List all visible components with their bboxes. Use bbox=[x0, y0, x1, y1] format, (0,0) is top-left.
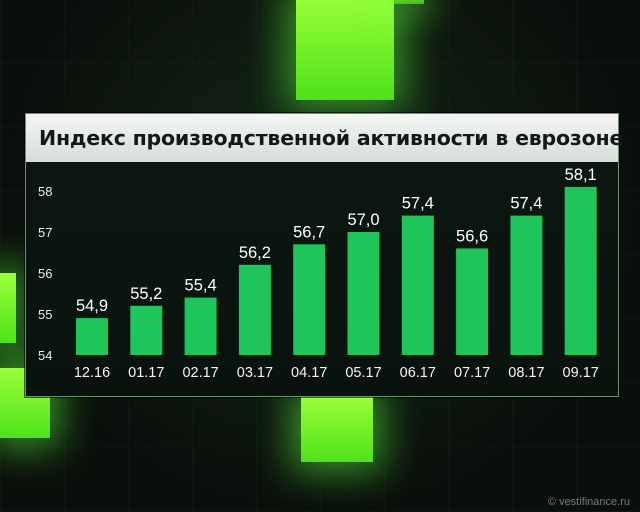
data-label: 58,1 bbox=[565, 166, 597, 184]
x-tick-label: 06.17 bbox=[400, 365, 436, 381]
y-tick-label: 58 bbox=[38, 184, 52, 199]
plot-area: 54 55 56 57 58 54,9 12.16 55,2 01.17 55,4 02.17 56,… bbox=[26, 162, 618, 396]
data-label: 57,4 bbox=[510, 195, 542, 213]
bar bbox=[564, 186, 597, 355]
bar bbox=[130, 305, 163, 355]
data-label: 55,4 bbox=[185, 277, 217, 295]
chart-panel: Индекс производственной активности в евр… bbox=[25, 113, 623, 397]
bar bbox=[510, 215, 543, 355]
x-tick-label: 09.17 bbox=[563, 365, 599, 381]
bar bbox=[293, 244, 326, 355]
y-tick-label: 54 bbox=[38, 348, 52, 363]
bar bbox=[456, 248, 489, 355]
bar bbox=[184, 297, 217, 355]
bar bbox=[76, 318, 108, 355]
data-label: 56,7 bbox=[293, 223, 325, 241]
x-tick-label: 05.17 bbox=[345, 365, 381, 381]
data-label: 56,6 bbox=[456, 227, 488, 245]
x-tick-label: 08.17 bbox=[508, 365, 544, 381]
bar bbox=[347, 232, 380, 355]
decorative-green-cube bbox=[0, 273, 16, 343]
data-label: 54,9 bbox=[76, 297, 108, 315]
x-tick-label: 04.17 bbox=[291, 365, 327, 381]
data-label: 57,0 bbox=[347, 211, 379, 229]
y-tick-label: 55 bbox=[38, 307, 52, 322]
decorative-green-cube bbox=[301, 396, 373, 462]
y-tick-label: 56 bbox=[38, 266, 52, 281]
decorative-green-cube bbox=[394, 0, 424, 4]
x-tick-label: 07.17 bbox=[454, 365, 490, 381]
bar-chart: 54 55 56 57 58 54,9 12.16 55,2 01.17 55,4 02.17 56,… bbox=[38, 166, 599, 381]
watermark: © vestifinance.ru bbox=[547, 496, 630, 508]
decorative-green-cube bbox=[296, 0, 394, 100]
data-label: 57,4 bbox=[402, 195, 434, 213]
y-tick-label: 57 bbox=[38, 225, 52, 240]
bar bbox=[238, 264, 271, 355]
x-tick-label: 03.17 bbox=[237, 365, 273, 381]
data-label: 55,2 bbox=[130, 285, 162, 303]
x-tick-label: 02.17 bbox=[182, 365, 218, 381]
bar bbox=[401, 215, 434, 355]
chart-title-bar: Индекс производственной активности в евр… bbox=[26, 114, 623, 162]
chart-title: Индекс производственной активности в евр… bbox=[39, 126, 624, 150]
data-label: 56,2 bbox=[239, 244, 271, 262]
x-tick-label: 01.17 bbox=[128, 365, 164, 381]
x-tick-label: 12.16 bbox=[74, 365, 110, 381]
